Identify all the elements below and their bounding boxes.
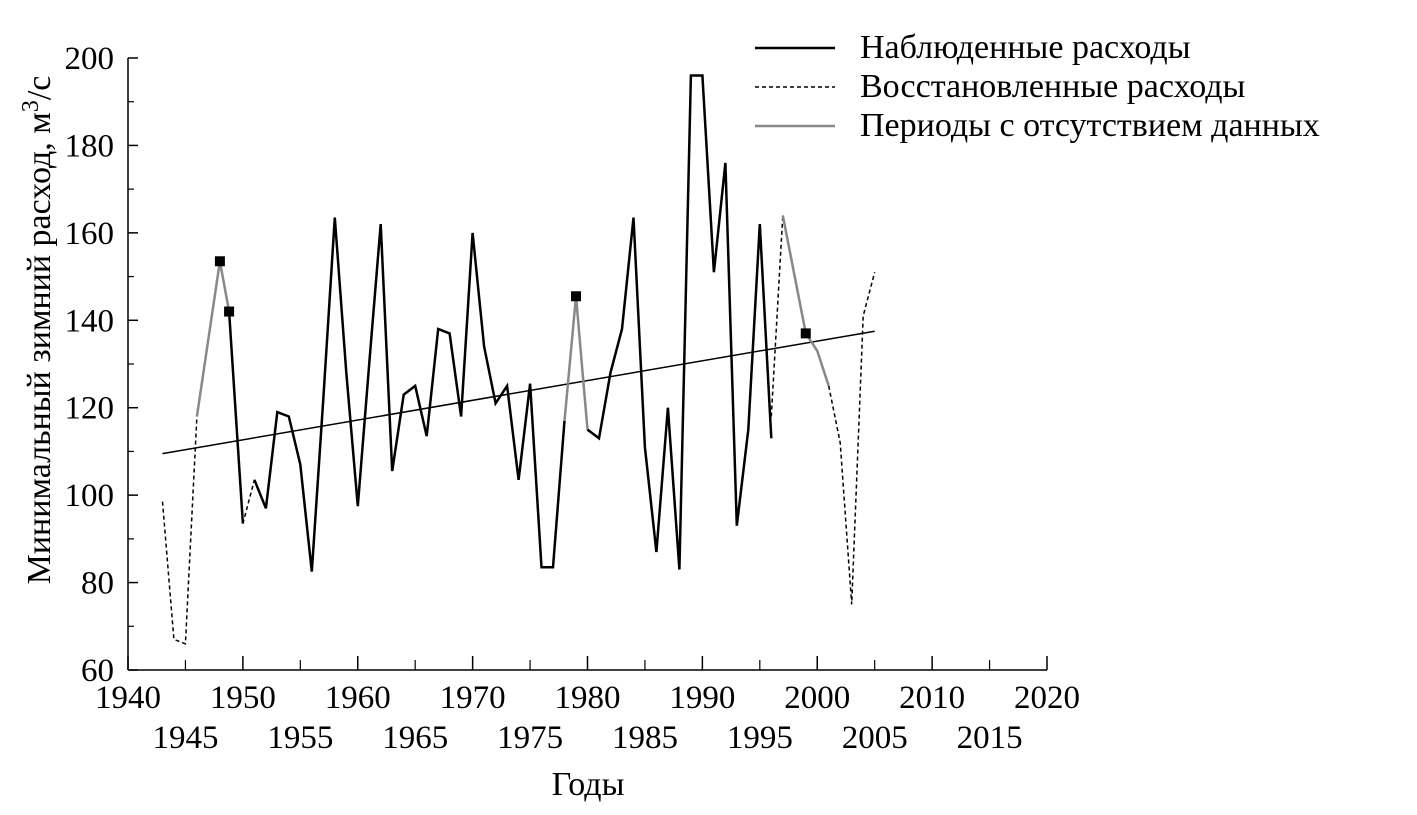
legend-label-restored: Восстановленные расходы (860, 68, 1246, 105)
series-gap-segment-1 (563, 296, 589, 430)
x-tick-label: 1980 (555, 680, 621, 716)
y-tick-label: 120 (65, 391, 115, 427)
trend-line (162, 330, 875, 455)
y-tick-label: 180 (65, 128, 115, 164)
y-tick-label: 160 (65, 216, 115, 252)
marker-layer (214, 256, 811, 339)
x-tick-label: 1940 (95, 680, 161, 716)
y-axis-title-main: Минимальный зимний расход, м (21, 112, 58, 584)
marker-1 (224, 306, 235, 317)
series-observed-segment-1 (253, 217, 566, 572)
y-axis-title-sup: 3 (18, 100, 44, 112)
x-axis-title: Годы (552, 766, 625, 803)
x-minor-tick-label: 1975 (497, 720, 563, 756)
ticks: 60 80 100 120 140 160 180 200 1940 1950 1960 1970 19… (65, 41, 1081, 756)
legend: Наблюденные расходы Восстановленные расх… (755, 29, 1320, 144)
y-tick-label: 200 (65, 41, 115, 77)
y-tick-label: 140 (65, 303, 115, 339)
x-tick-label: 1950 (210, 680, 276, 716)
x-tick-label: 1960 (325, 680, 391, 716)
series-observed-segment-0 (227, 311, 245, 524)
series-observed-segment-2 (586, 74, 773, 570)
y-tick-label: 100 (65, 478, 115, 514)
y-tick-label: 60 (81, 653, 114, 689)
legend-label-observed: Наблюденные расходы (860, 29, 1191, 66)
y-axis-title: Минимальный зимний расход, м3/с (18, 76, 58, 585)
series-gap-segment-0 (195, 261, 231, 417)
axes (127, 58, 1047, 671)
series-restored-segment-1 (242, 479, 256, 524)
legend-label-gap: Периоды с отсутствием данных (860, 107, 1320, 144)
series-layer (161, 74, 876, 645)
x-tick-label: 2010 (899, 680, 965, 716)
x-tick-label: 1970 (440, 680, 506, 716)
x-minor-tick-label: 2015 (957, 720, 1023, 756)
marker-3 (800, 328, 811, 339)
x-minor-tick-label: 1965 (382, 720, 448, 756)
series-restored-segment-2 (770, 215, 784, 417)
series-restored-segment-3 (827, 272, 876, 605)
series-gap-segment-2 (781, 215, 830, 387)
marker-2 (571, 291, 582, 302)
x-minor-tick-label: 1955 (267, 720, 333, 756)
x-minor-tick-label: 1995 (727, 720, 793, 756)
trend-layer (162, 330, 875, 455)
x-tick-label: 2020 (1014, 680, 1080, 716)
y-tick-label: 80 (81, 566, 114, 602)
marker-0 (214, 256, 225, 267)
x-tick-label: 1990 (669, 680, 735, 716)
x-tick-label: 2000 (784, 680, 850, 716)
y-axis-title-tail: /с (21, 76, 58, 101)
x-minor-tick-label: 1985 (612, 720, 678, 756)
x-minor-tick-label: 1945 (152, 720, 218, 756)
x-minor-tick-label: 2005 (842, 720, 908, 756)
